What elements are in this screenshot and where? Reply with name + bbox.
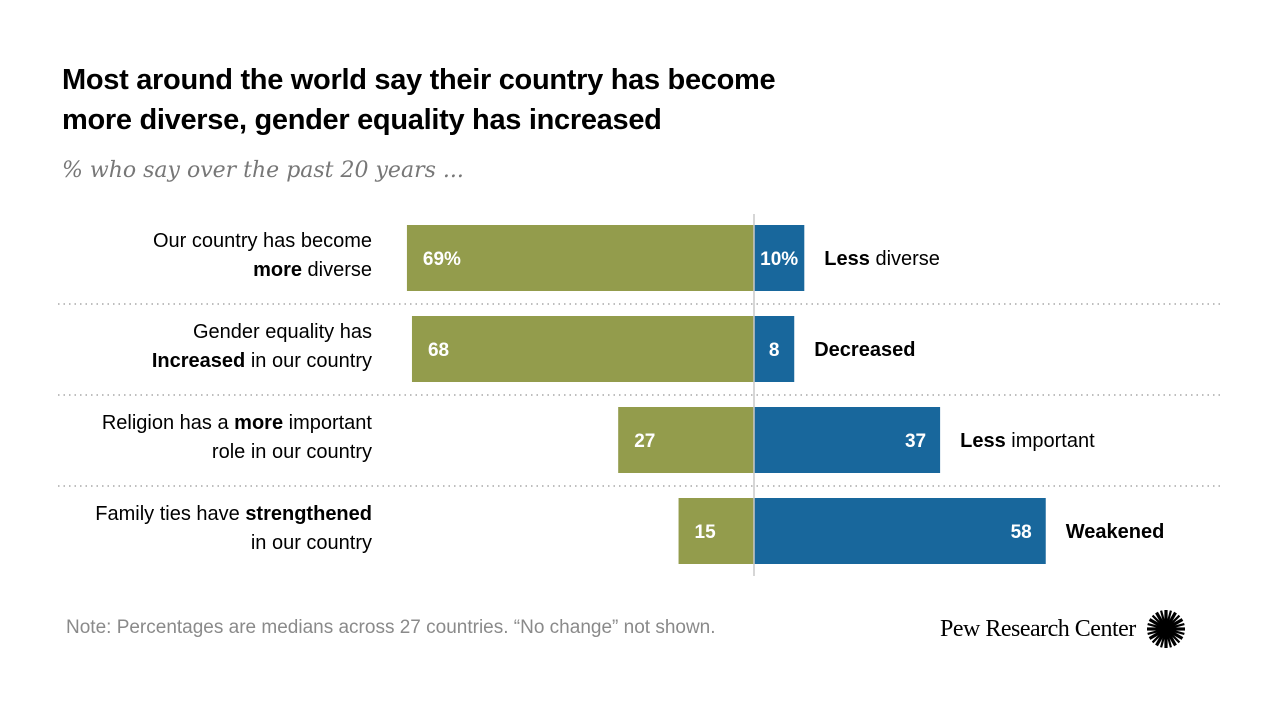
logo-center <box>1159 623 1172 635</box>
left-category-label-line1: Gender equality has <box>193 321 372 343</box>
left-category-label-line1: Religion has a more important <box>102 412 373 434</box>
logo-ray <box>1168 631 1180 644</box>
logo-ray <box>1169 630 1184 640</box>
logo-ray <box>1151 631 1164 644</box>
logo-ray <box>1166 632 1177 647</box>
left-category-label-line2: in our country <box>251 532 372 554</box>
data-label-right: 10% <box>760 249 798 270</box>
data-label-right: 58 <box>1011 522 1032 543</box>
logo-ray <box>1165 610 1172 625</box>
logo-ray <box>1168 614 1180 627</box>
logo-ray <box>1166 611 1177 626</box>
bar-left-0 <box>406 225 754 291</box>
logo-ray <box>1151 614 1164 627</box>
right-category-label: Less important <box>960 430 1095 452</box>
logo-ray <box>1148 618 1163 628</box>
left-category-label-line1: Family ties have strengthened <box>95 503 372 525</box>
bar-right-1 <box>754 316 795 382</box>
bar-right-3 <box>754 498 1046 564</box>
logo-ray <box>1159 633 1166 648</box>
logo-text: Pew Research Center <box>940 615 1136 642</box>
chart-subtitle: % who say over the past 20 years ... <box>62 158 464 183</box>
logo-ray <box>1169 618 1184 628</box>
data-label-left: 15 <box>695 522 717 543</box>
logo-ray <box>1165 633 1172 648</box>
bar-right-2 <box>754 407 941 473</box>
pew-logo: Pew Research Center <box>940 609 1186 649</box>
left-category-label-line2: more diverse <box>253 259 372 281</box>
bar-right-0 <box>754 225 805 291</box>
logo-ray <box>1154 611 1165 626</box>
data-label-left: 69% <box>423 249 461 270</box>
bar-left-3 <box>678 498 754 564</box>
left-category-label-line1: Our country has become <box>153 230 372 252</box>
data-label-right: 37 <box>905 431 926 452</box>
logo-ray <box>1159 610 1166 625</box>
logo-ray <box>1147 623 1162 629</box>
chart-title: Most around the world say their country … <box>62 64 776 136</box>
data-label-right: 8 <box>769 340 780 361</box>
logo-ray <box>1154 632 1165 647</box>
data-label-left: 27 <box>634 431 655 452</box>
right-category-label: Weakened <box>1066 521 1165 543</box>
logo-ray <box>1170 629 1185 635</box>
logo-ray <box>1170 623 1185 629</box>
left-category-label-line2: role in our country <box>212 441 372 463</box>
right-category-label: Less diverse <box>824 248 940 270</box>
data-label-left: 68 <box>428 340 449 361</box>
left-category-label-line2: Increased in our country <box>152 350 372 372</box>
footnote: Note: Percentages are medians across 27 … <box>66 617 716 638</box>
pew-sunburst-icon <box>1146 610 1185 648</box>
bar-left-2 <box>618 407 754 473</box>
right-category-label: Decreased <box>814 339 915 361</box>
logo-ray <box>1148 630 1163 640</box>
logo-ray <box>1147 629 1162 635</box>
bar-left-1 <box>411 316 754 382</box>
